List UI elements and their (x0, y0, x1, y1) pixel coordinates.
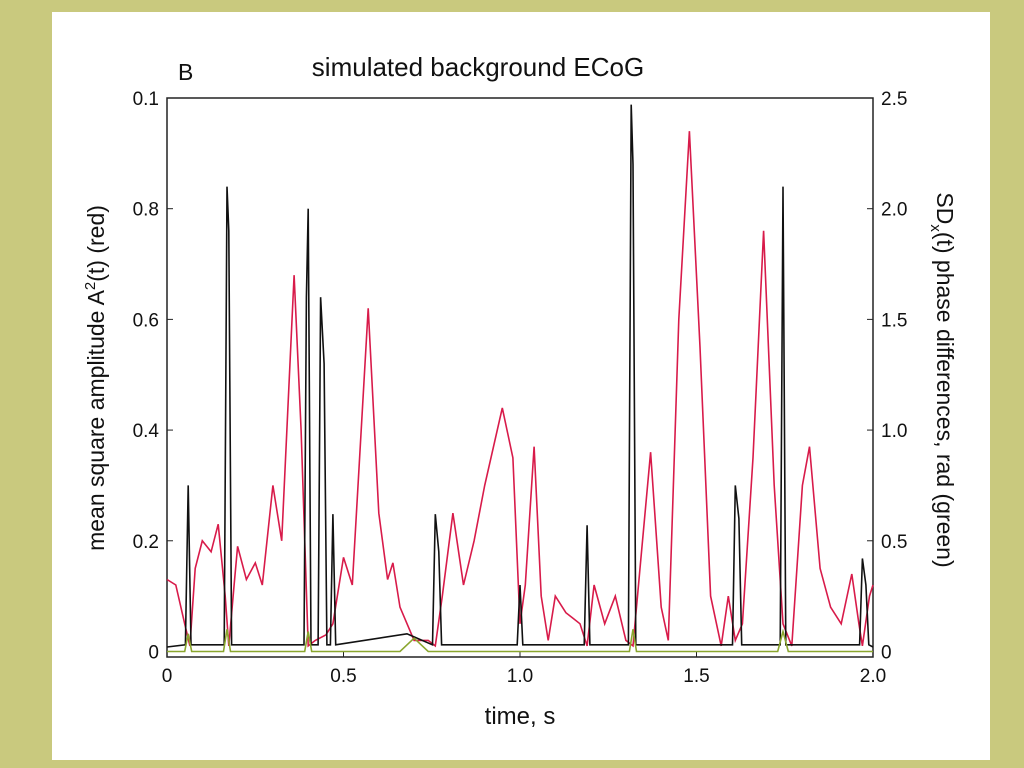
y2-tick-label: 0.5 (881, 532, 907, 553)
series-line (166, 104, 874, 648)
y2-tick-label: 2.0 (881, 200, 907, 221)
x-tick-label: 1.0 (507, 666, 533, 687)
y-tick-label: 0.4 (133, 421, 160, 442)
y2-label-sub: x (927, 224, 944, 232)
chart-title: simulated background ECoG (312, 52, 644, 82)
y2-tick-label: 1.5 (881, 310, 907, 331)
y-tick-label: 0 (148, 642, 159, 663)
x-tick-label: 0.5 (330, 666, 356, 687)
plot-frame (166, 97, 874, 658)
y-tick-label: 0.8 (133, 200, 159, 221)
y2-label-text: SD (932, 192, 958, 224)
y-label-text: mean square amplitude A (83, 289, 109, 550)
panel (52, 12, 990, 760)
y-tick-label: 0.6 (133, 310, 159, 331)
y-label-rest: (t) (red) (83, 205, 109, 282)
y-tick-label: 0.1 (133, 89, 159, 110)
y-tick-label: 0.2 (133, 532, 159, 553)
x-tick-label: 2.0 (860, 666, 886, 687)
y-axis-label: mean square amplitude A2(t) (red) (82, 205, 109, 551)
x-tick-label: 1.5 (683, 666, 709, 687)
y2-label-rest: (t) phase differences, rad (green) (932, 232, 958, 568)
y2-tick-label: 2.5 (881, 89, 907, 110)
series-line (167, 628, 873, 653)
x-axis-label: time, s (485, 703, 556, 730)
panel-letter: B (178, 59, 193, 85)
y2-tick-label: 0 (881, 642, 892, 663)
x-tick-label: 0 (162, 666, 173, 687)
y2-axis-label: SDx(t) phase differences, rad (green) (927, 192, 958, 567)
y2-tick-label: 1.0 (881, 421, 907, 442)
y-label-sup: 2 (82, 282, 99, 290)
series-line (166, 131, 874, 648)
